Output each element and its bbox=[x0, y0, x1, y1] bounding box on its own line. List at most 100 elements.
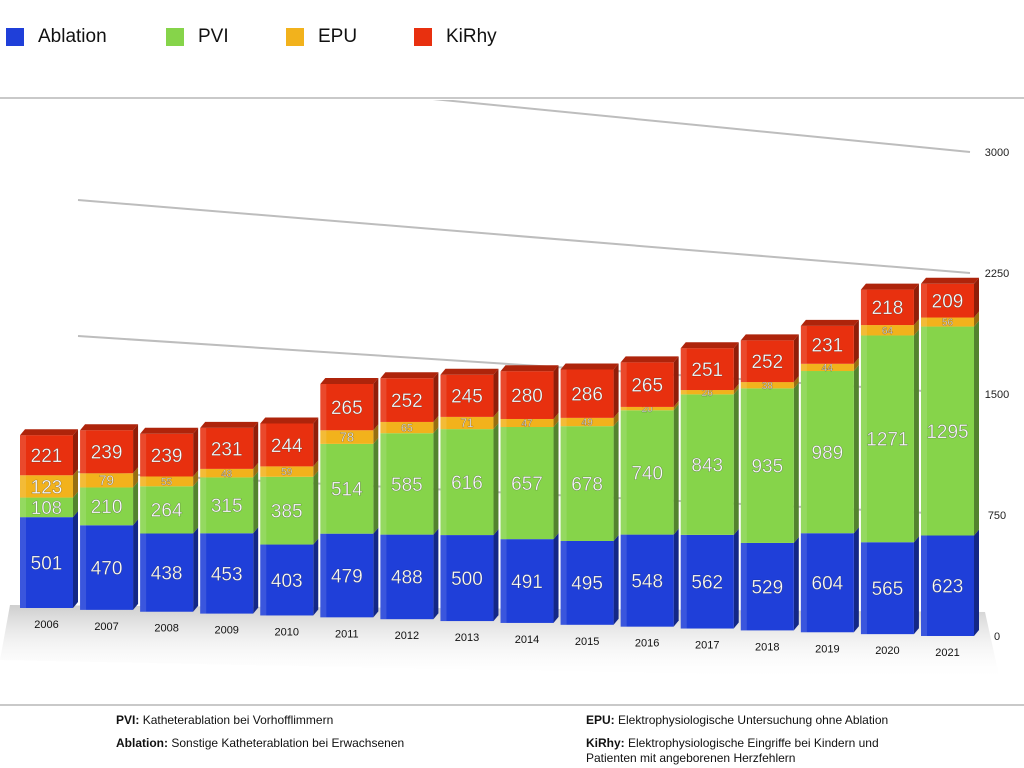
bar-segment-highlight bbox=[380, 534, 387, 620]
bar-segment-highlight bbox=[80, 525, 87, 610]
data-label-kirhy: 265 bbox=[331, 398, 363, 419]
bar-stack: 438 264 55 239 bbox=[140, 427, 199, 612]
bar-segment-highlight bbox=[320, 443, 327, 534]
legend-swatch-kirhy bbox=[414, 28, 432, 46]
data-label-pvi: 1295 bbox=[926, 422, 968, 443]
bar-segment-side bbox=[613, 420, 619, 541]
x-tick-label: 2018 bbox=[755, 641, 779, 653]
data-label-kirhy: 231 bbox=[211, 439, 243, 460]
bar-segment-ablation bbox=[800, 533, 854, 633]
data-label-pvi: 108 bbox=[31, 497, 62, 518]
bar-segment-highlight bbox=[20, 517, 26, 608]
bar-segment-highlight bbox=[740, 382, 747, 389]
bar-segment-epu bbox=[20, 475, 73, 498]
bar-segment-side bbox=[133, 424, 139, 474]
bar-segment-highlight bbox=[20, 475, 26, 498]
data-label-ablation: 604 bbox=[812, 574, 844, 595]
x-tick-label: 2014 bbox=[515, 634, 539, 646]
bar-segment-epu bbox=[620, 406, 674, 411]
bar-segment-highlight bbox=[140, 476, 147, 487]
bar-top-face bbox=[200, 421, 259, 428]
data-label-epu: 49 bbox=[582, 418, 594, 429]
bar-segment-side bbox=[133, 467, 139, 488]
bar-segment-side bbox=[253, 421, 259, 469]
bar-segment-highlight bbox=[320, 383, 327, 431]
bar-segment-highlight bbox=[860, 335, 867, 543]
data-label-epu: 48 bbox=[221, 469, 233, 480]
bar-segment-side bbox=[853, 357, 859, 372]
bar-segment-kirhy bbox=[500, 371, 554, 419]
bar-segment-side bbox=[73, 511, 78, 608]
bar-stack: 500 616 71 245 bbox=[440, 368, 499, 622]
bar-segment-pvi bbox=[260, 476, 314, 545]
bar-segment-ablation bbox=[320, 533, 374, 618]
bar-segment-side bbox=[913, 329, 919, 543]
x-tick-label: 2009 bbox=[214, 625, 238, 637]
footnote-epu-text: Elektrophysiologische Untersuchung ohne … bbox=[618, 713, 889, 727]
bar-segment-pvi bbox=[80, 487, 134, 526]
bar-segment-side bbox=[913, 283, 919, 326]
bar-segment-side bbox=[253, 471, 259, 534]
bar-segment-ablation bbox=[260, 544, 314, 616]
bar-segment-highlight bbox=[560, 540, 567, 625]
bar-segment-side bbox=[193, 470, 199, 487]
bar-segment-kirhy bbox=[680, 348, 734, 391]
data-label-ablation: 470 bbox=[91, 558, 123, 579]
bar-segment-pvi bbox=[380, 433, 434, 535]
x-tick-label: 2010 bbox=[275, 626, 299, 638]
data-label-ablation: 623 bbox=[932, 577, 964, 598]
gridline bbox=[77, 199, 971, 274]
legend-item-pvi: PVI bbox=[166, 26, 229, 48]
bar-segment-pvi bbox=[140, 486, 194, 534]
bar-segment-highlight bbox=[680, 348, 687, 391]
bar-top-face bbox=[860, 283, 919, 290]
bar-stack: 470 210 79 239 bbox=[80, 424, 139, 610]
bar-segment-side bbox=[553, 412, 559, 428]
data-label-ablation: 562 bbox=[691, 573, 723, 594]
bar-stack: 623 1295 56 209 bbox=[921, 277, 979, 636]
bar-segment-side bbox=[673, 400, 679, 411]
bar-segment-highlight bbox=[80, 430, 87, 474]
bar-segment-side bbox=[373, 437, 379, 534]
bar-segment-kirhy bbox=[440, 374, 494, 417]
chart-legend: Ablation PVI EPU KiRhy bbox=[0, 0, 1024, 80]
bar-segment-side bbox=[553, 533, 559, 623]
bar-segment-highlight bbox=[20, 497, 26, 518]
footnote-ablation-text: Sonstige Katheterablation bei Erwachsene… bbox=[171, 736, 405, 750]
bar-segment-ablation bbox=[740, 542, 794, 631]
data-label-kirhy: 218 bbox=[872, 298, 904, 319]
bar-segment-side bbox=[793, 536, 799, 631]
bar-segment-side bbox=[974, 320, 979, 536]
data-label-pvi: 514 bbox=[331, 480, 363, 501]
footnote-kirhy: KiRhy: Elektrophysiologische Eingriffe b… bbox=[586, 736, 879, 766]
bar-segment-ablation bbox=[380, 534, 434, 620]
bar-segment-kirhy bbox=[740, 340, 794, 383]
data-label-ablation: 479 bbox=[331, 566, 363, 587]
data-label-ablation: 491 bbox=[511, 572, 543, 593]
bar-segment-side bbox=[493, 368, 499, 417]
legend-item-epu: EPU bbox=[286, 26, 357, 48]
bar-segment-pvi bbox=[560, 426, 614, 541]
bar-segment-pvi bbox=[200, 477, 254, 534]
footnote-pvi: PVI: Katheterablation bei Vorhofflimmern bbox=[116, 713, 333, 728]
bar-segment-highlight bbox=[440, 535, 447, 622]
y-tick-label: 750 bbox=[988, 510, 1006, 522]
bar-stack: 529 935 38 252 bbox=[740, 334, 799, 631]
bar-segment-side bbox=[493, 410, 499, 430]
x-tick-label: 2012 bbox=[395, 630, 419, 642]
bar-segment-pvi bbox=[500, 427, 554, 540]
bar-segment-highlight bbox=[200, 427, 207, 469]
data-label-epu: 65 bbox=[401, 422, 413, 434]
bar-segment-highlight bbox=[860, 542, 867, 635]
bar-segment-kirhy bbox=[380, 378, 434, 422]
bar-segment-epu bbox=[800, 363, 854, 372]
bar-segment-highlight bbox=[200, 468, 207, 478]
bar-segment-side bbox=[613, 534, 619, 625]
bar-segment-pvi bbox=[740, 388, 794, 543]
bar-segment-side bbox=[73, 469, 78, 498]
bar-segment-side bbox=[793, 382, 799, 543]
footnote-epu-term: EPU: bbox=[586, 713, 615, 727]
bar-segment-highlight bbox=[140, 533, 147, 612]
bar-segment-side bbox=[433, 415, 439, 434]
